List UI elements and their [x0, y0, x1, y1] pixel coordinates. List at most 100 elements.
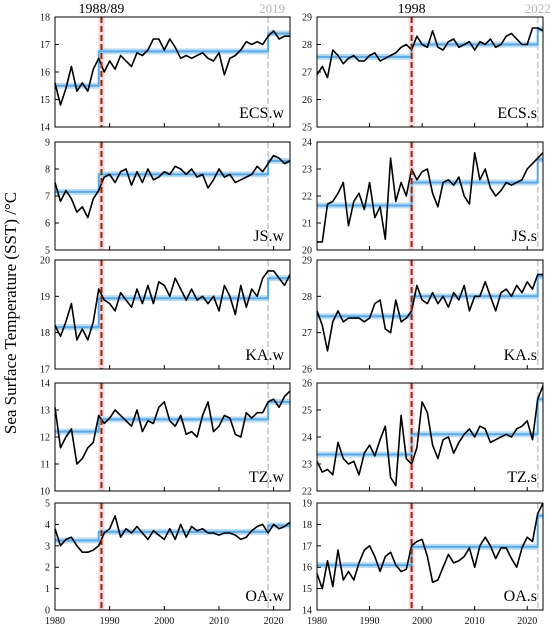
panel-ecs-s: 25 26 27 28 29 ECS.s	[302, 13, 544, 134]
regime-mean-line	[55, 400, 290, 433]
x-tick-label: 1990	[100, 616, 120, 627]
y-tick-label: 19	[40, 292, 50, 303]
x-tick-label: 2000	[154, 616, 174, 627]
y-axis-label: Sea Surface Temperature (SST) /°C	[1, 192, 20, 434]
y-tick-label: 29	[302, 256, 312, 267]
sst-series-line	[54, 515, 291, 553]
panel-frame	[54, 502, 291, 611]
panel-oa-w: 0 1 2 3 4 5 1980 1990 2000 2010 2020 OA.w	[45, 499, 291, 627]
y-tick-label: 22	[302, 487, 312, 498]
sst-series-line	[54, 30, 290, 106]
y-tick-label: 3	[45, 541, 50, 552]
y-tick-label: 11	[40, 460, 50, 471]
y-tick-label: 19	[302, 499, 312, 510]
column-headers: 1988/89 2019 1998 2022	[79, 1, 550, 17]
y-tick-label: 21	[302, 219, 312, 230]
y-tick-label: 18	[302, 520, 312, 531]
y-tick-label: 17	[40, 365, 50, 376]
y-tick-label: 14	[302, 606, 312, 617]
panel-label: OA.s	[504, 588, 537, 605]
sst-series-line	[317, 152, 544, 243]
x-tick-label: 1980	[307, 616, 327, 627]
y-tick-label: 15	[302, 584, 312, 595]
y-tick-label: 22	[302, 192, 312, 203]
x-tick-label: 2000	[412, 616, 432, 627]
y-tick-label: 8	[45, 165, 50, 176]
y-tick-label: 16	[302, 563, 312, 574]
x-tick-label: 1990	[360, 616, 380, 627]
y-tick-label: 24	[302, 138, 312, 149]
panel-ecs-w: 14 15 16 17 18 ECS.w	[40, 13, 291, 134]
right-break-header: 1998	[398, 2, 426, 17]
panel-ka-s: 26 27 28 29 KA.s	[302, 256, 544, 376]
y-tick-label: 26	[302, 95, 312, 106]
panel-frame	[316, 502, 544, 611]
left-break-header: 1988/89	[79, 2, 125, 17]
y-tick-label: 20	[40, 256, 50, 267]
panel-js-s: 20 21 22 23 24 JS.s	[302, 138, 544, 257]
y-tick-label: 20	[302, 246, 312, 257]
panel-label: KA.w	[245, 347, 284, 364]
y-tick-label: 28	[302, 40, 312, 51]
y-tick-label: 27	[302, 328, 312, 339]
y-tick-label: 14	[40, 379, 50, 390]
regime-mean-line	[317, 28, 543, 58]
y-tick-label: 18	[40, 13, 50, 24]
y-tick-label: 15	[40, 95, 50, 106]
y-tick-label: 7	[45, 192, 50, 203]
y-tick-label: 18	[40, 328, 50, 339]
sst-series-line	[316, 385, 544, 487]
panel-label: ECS.w	[239, 105, 284, 122]
panel-label: TZ.s	[507, 469, 537, 486]
panel-frame	[316, 259, 544, 370]
y-tick-label: 10	[40, 487, 50, 498]
y-tick-label: 28	[302, 292, 312, 303]
sst-series-line	[316, 273, 543, 352]
left-recent-header: 2019	[259, 1, 285, 16]
panel-js-w: 5 6 7 8 9 JS.w	[45, 138, 291, 257]
y-tick-label: 25	[302, 406, 312, 417]
y-tick-label: 13	[40, 406, 50, 417]
y-tick-label: 5	[45, 246, 50, 257]
panel-label: TZ.w	[249, 469, 285, 486]
x-tick-label: 2020	[517, 616, 537, 627]
y-tick-label: 17	[302, 541, 312, 552]
panels: 1415161718ECS.w2526272829ECS.s56789JS.w2…	[40, 13, 544, 627]
y-tick-label: 16	[40, 68, 50, 79]
x-tick-label: 2010	[209, 616, 229, 627]
y-tick-label: 23	[302, 165, 312, 176]
sst-series-line	[316, 27, 544, 79]
sst-series-line	[54, 390, 291, 465]
panel-label: JS.w	[253, 228, 284, 245]
panel-label: JS.s	[512, 228, 537, 245]
sst-series-line	[54, 154, 291, 219]
panel-oa-s: 14 15 16 17 18 19 1980 1990 2000 2010 2020 OA.s	[302, 499, 544, 627]
x-tick-label: 2010	[465, 616, 485, 627]
y-tick-label: 24	[302, 433, 312, 444]
y-tick-label: 14	[40, 123, 50, 134]
regime-mean-line	[317, 158, 543, 207]
y-tick-label: 26	[302, 365, 312, 376]
y-tick-label: 0	[45, 606, 50, 617]
y-tick-label: 25	[302, 123, 312, 134]
panel-frame	[54, 259, 291, 370]
y-tick-label: 12	[40, 433, 50, 444]
x-tick-label: 1980	[45, 616, 65, 627]
x-tick-label: 2020	[264, 616, 284, 627]
panel-frame	[316, 141, 544, 251]
break-band	[98, 503, 105, 610]
panel-label: OA.w	[245, 588, 284, 605]
y-tick-label: 29	[302, 13, 312, 24]
y-tick-label: 4	[45, 520, 50, 531]
panel-label: ECS.s	[497, 105, 537, 122]
panel-ka-w: 17 18 19 20 KA.w	[40, 256, 291, 376]
regime-mean-line	[317, 398, 543, 456]
panel-tz-s: 22 23 24 25 26 TZ.s	[302, 379, 544, 498]
y-tick-label: 1	[45, 584, 50, 595]
y-tick-label: 26	[302, 379, 312, 390]
y-tick-label: 17	[40, 40, 50, 51]
regime-mean-line	[317, 514, 543, 567]
sst-series-line	[316, 502, 544, 590]
